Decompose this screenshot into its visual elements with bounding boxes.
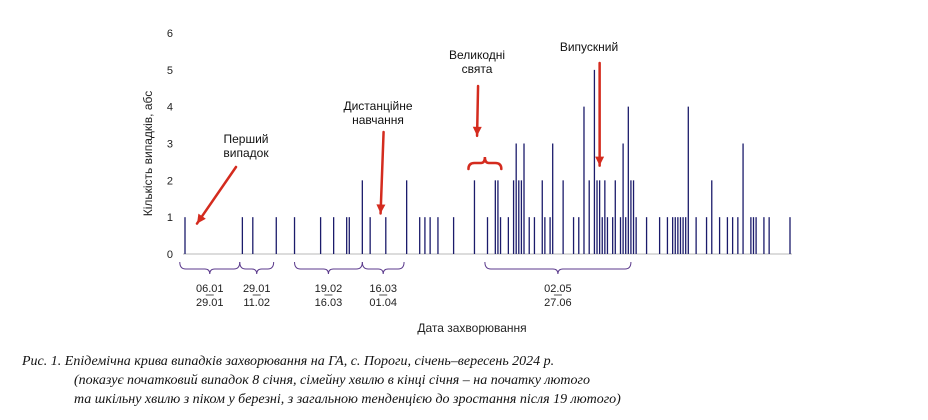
epidemic-curve-svg: 0 1 2 3 4 5 6 Кількість випадків, абс Дата захво… (141, 28, 792, 335)
period-end-label: 16.03 (315, 297, 343, 309)
y-tick-label: 1 (167, 212, 173, 224)
annotation-label: свята (462, 62, 493, 76)
annotation-arrow-head (595, 156, 605, 166)
annotation-label: Великодні (449, 48, 505, 62)
annotation-label: Перший (223, 132, 268, 146)
annotation-label: Дистанційне (343, 99, 412, 113)
period-brace (294, 261, 363, 275)
period-end-label: 27.06 (544, 297, 572, 309)
annotation-label: Випускний (560, 40, 618, 54)
y-tick-label: 5 (167, 65, 173, 77)
period-start-label: 02.05 (544, 283, 572, 295)
period-end-label: 11.02 (243, 297, 270, 309)
y-tick-label: 3 (167, 139, 173, 151)
period-brace (361, 261, 405, 275)
caption-line-1: Рис. 1. Епідемічна крива випадків захвор… (22, 354, 555, 369)
y-tick-label: 4 (167, 102, 173, 114)
annotation-label: навчання (352, 113, 404, 127)
caption-line-3: та шкільну хвилю з піком у березні, з за… (74, 392, 621, 407)
period-brace (179, 261, 241, 275)
annotation-arrow-head (472, 126, 482, 136)
annotation-arrow-shaft (195, 165, 238, 225)
y-tick-label: 0 (167, 249, 173, 261)
y-tick-label: 6 (167, 28, 173, 40)
holiday-brace (467, 156, 503, 171)
annotation-arrow-shaft (379, 130, 385, 215)
x-axis-label: Дата захворювання (417, 321, 526, 335)
period-end-label: 29.01 (196, 297, 224, 309)
y-axis-label: Кількість випадків, абс (141, 91, 155, 217)
y-tick-label: 2 (167, 175, 173, 187)
period-start-label: 29.01 (243, 283, 271, 295)
period-start-label: 19.02 (315, 283, 343, 295)
annotation-arrow-head (376, 204, 386, 214)
period-brace (239, 261, 275, 275)
period-end-label: 01.04 (369, 297, 397, 309)
epidemic-curve-chart: 0 1 2 3 4 5 6 Кількість випадків, абс Дата захво… (141, 28, 792, 335)
annotation-arrow-head (197, 213, 206, 224)
period-brace (484, 261, 632, 275)
period-start-label: 16.03 (369, 283, 397, 295)
period-start-label: 06.01 (196, 283, 224, 295)
annotation-label: випадок (223, 146, 269, 160)
caption-line-2: (показує початковий випадок 8 січня, сім… (74, 373, 590, 388)
